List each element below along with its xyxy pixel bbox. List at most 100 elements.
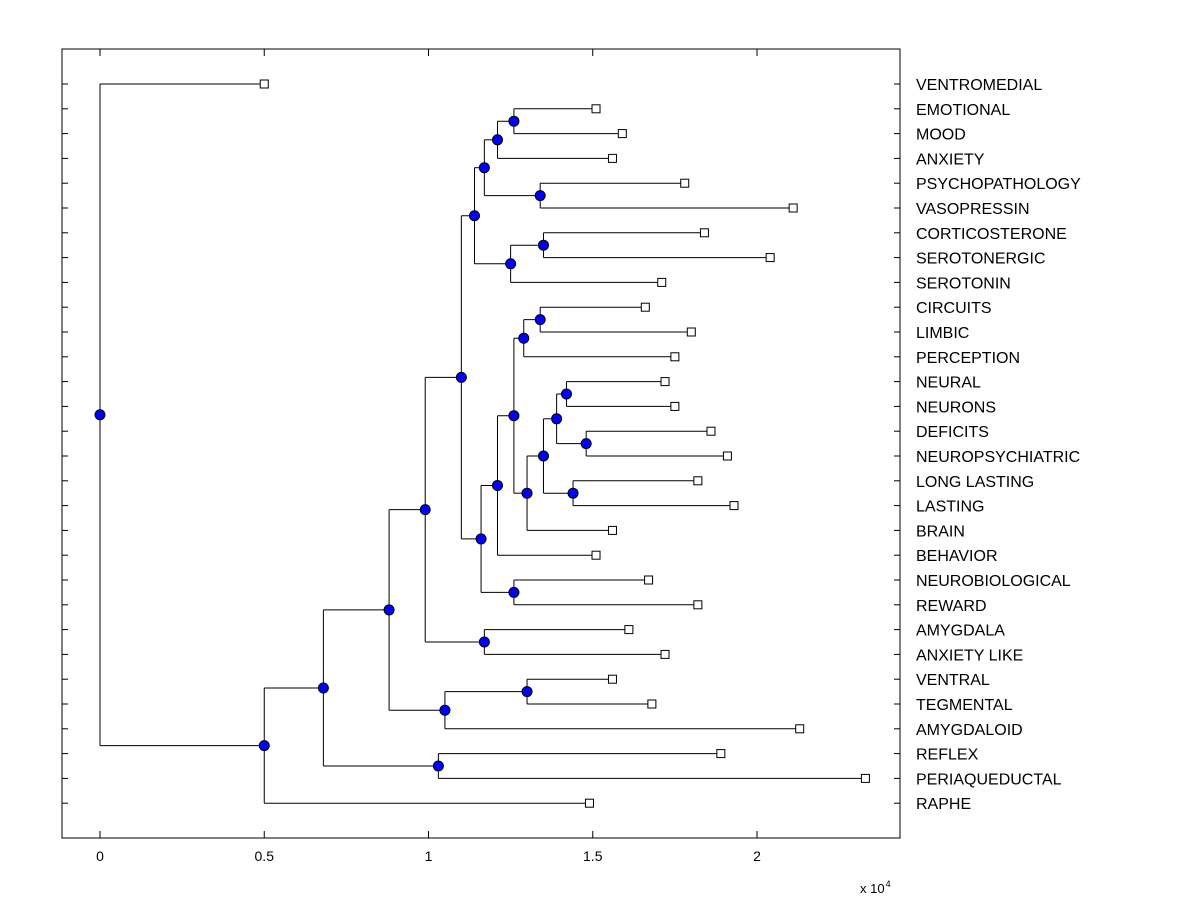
leaf-marker [617, 129, 627, 139]
merge-node [317, 682, 329, 694]
leaf-label: PERIAQUEDUCTAL [916, 771, 1062, 788]
leaf-marker [607, 525, 617, 535]
merge-node [560, 388, 572, 400]
leaf-label: BRAIN [916, 523, 965, 540]
leaf-marker [624, 625, 634, 635]
merge-node [258, 740, 270, 752]
merge-node [534, 314, 546, 326]
merge-node [567, 487, 579, 499]
merge-node [580, 438, 592, 450]
leaf-marker [699, 228, 709, 238]
x-tick-label: 0.5 [255, 848, 275, 864]
merge-node [534, 190, 546, 202]
leaf-label: PSYCHOPATHOLOGY [916, 176, 1081, 193]
merge-node [478, 162, 490, 174]
leaf-label: NEURAL [916, 375, 981, 392]
merge-node [439, 704, 451, 716]
leaf-markers [259, 79, 870, 808]
leaf-marker [660, 377, 670, 387]
merge-node [551, 413, 563, 425]
leaf-label: LIMBIC [916, 325, 969, 342]
merge-node [537, 239, 549, 251]
leaf-marker [657, 277, 667, 287]
plot-frame [61, 48, 901, 839]
merge-nodes [94, 115, 592, 772]
leaf-label: DEFICITS [916, 424, 989, 441]
leaf-label: CIRCUITS [916, 300, 992, 317]
leaf-label: REWARD [916, 598, 987, 615]
leaf-marker [693, 476, 703, 486]
merge-node [478, 636, 490, 648]
merge-node [419, 504, 431, 516]
x-tick-label: 1 [425, 848, 433, 864]
leaf-label: BEHAVIOR [916, 548, 998, 565]
leaf-label: LASTING [916, 499, 984, 516]
leaf-label: NEUROPSYCHIATRIC [916, 449, 1080, 466]
leaf-label: PERCEPTION [916, 350, 1020, 367]
leaf-marker [591, 104, 601, 114]
leaf-marker [729, 501, 739, 511]
leaf-label: NEURONS [916, 399, 996, 416]
x-tick-label: 2 [753, 848, 761, 864]
leaf-label: EMOTIONAL [916, 102, 1010, 119]
merge-node [94, 409, 106, 421]
leaf-label: SEROTONIN [916, 275, 1011, 292]
x-tick-label: 0 [96, 848, 104, 864]
leaf-label: CORTICOSTERONE [916, 226, 1067, 243]
merge-node [432, 760, 444, 772]
leaf-marker [640, 302, 650, 312]
leaf-label: NEUROBIOLOGICAL [916, 573, 1071, 590]
leaf-marker [647, 699, 657, 709]
merge-node [518, 332, 530, 344]
leaf-marker [795, 724, 805, 734]
leaf-marker [259, 79, 269, 89]
y-tick-marks [62, 83, 900, 804]
leaf-marker [706, 426, 716, 436]
merge-node [491, 134, 503, 146]
merge-node [521, 686, 533, 698]
leaf-marker [680, 178, 690, 188]
merge-node [508, 410, 520, 422]
leaf-marker [716, 749, 726, 759]
merge-node [508, 586, 520, 598]
leaf-labels: VENTROMEDIAL EMOTIONAL MOOD ANXIETY PSYCHOPA… [916, 77, 1081, 813]
leaf-label: RAPHE [916, 796, 971, 813]
leaf-label: LONG LASTING [916, 474, 1034, 491]
merge-node [455, 371, 467, 383]
dendrogram-branches [99, 83, 866, 804]
merge-node [537, 450, 549, 462]
leaf-marker [607, 153, 617, 163]
leaf-marker [693, 600, 703, 610]
merge-node [508, 115, 520, 127]
leaf-marker [660, 649, 670, 659]
leaf-label: VASOPRESSIN [916, 201, 1030, 218]
leaf-marker [670, 401, 680, 411]
leaf-label: REFLEX [916, 747, 979, 764]
merge-node [521, 487, 533, 499]
leaf-marker [591, 550, 601, 560]
merge-node [475, 533, 487, 545]
x-axis: 0 0.5 1 1.5 2 [96, 49, 761, 864]
merge-node [468, 210, 480, 222]
x-tick-label: 1.5 [583, 848, 603, 864]
leaf-marker [644, 575, 654, 585]
x-scale-label: x 104 [860, 879, 891, 896]
leaf-label: AMYGDALOID [916, 722, 1023, 739]
leaf-marker [607, 674, 617, 684]
leaf-label: VENTROMEDIAL [916, 77, 1042, 94]
merge-node [491, 479, 503, 491]
leaf-marker [765, 253, 775, 263]
leaf-label: VENTRAL [916, 672, 990, 689]
merge-node [505, 258, 517, 270]
leaf-marker [860, 773, 870, 783]
leaf-label: ANXIETY LIKE [916, 647, 1023, 664]
leaf-marker [670, 352, 680, 362]
leaf-label: TEGMENTAL [916, 697, 1013, 714]
leaf-marker [788, 203, 798, 213]
leaf-label: SEROTONERGIC [916, 251, 1046, 268]
leaf-marker [686, 327, 696, 337]
merge-node [383, 604, 395, 616]
leaf-label: ANXIETY [916, 151, 985, 168]
leaf-marker [584, 798, 594, 808]
